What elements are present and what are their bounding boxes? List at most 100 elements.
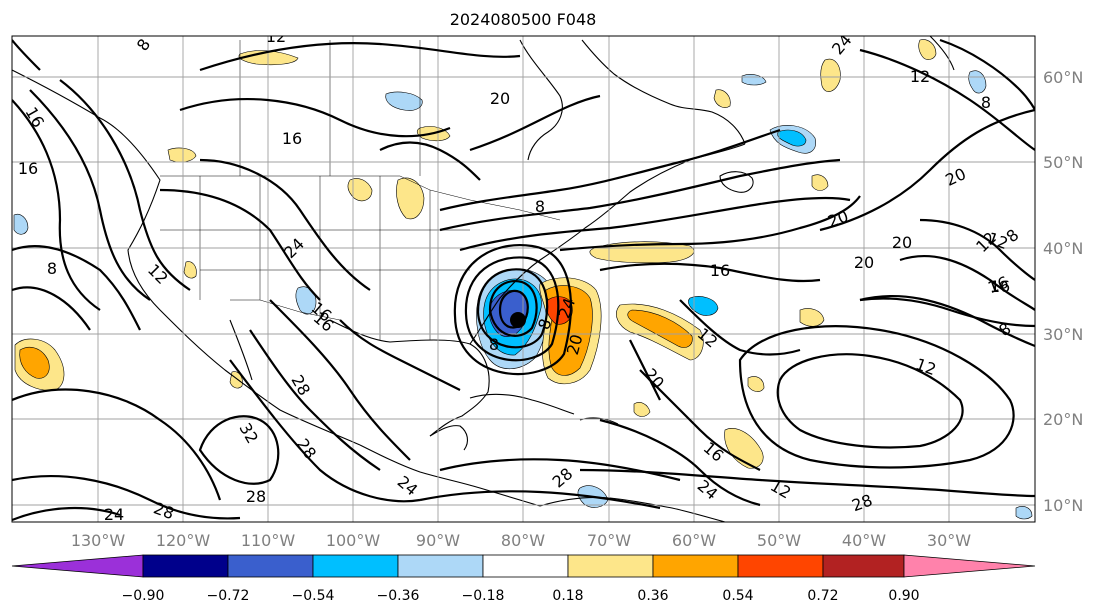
contour-label: 28 [151, 498, 177, 523]
contour-label: 16 [282, 129, 302, 148]
map-frame [11, 35, 1036, 523]
colorbar-tick-label: 0.18 [552, 588, 583, 604]
shade-orange-pacific-left [19, 347, 50, 379]
contour-caribbean-1 [439, 458, 681, 482]
colorbar-tick-label: −0.54 [292, 588, 335, 604]
shade-blue-small-west [13, 213, 29, 235]
lon-label: 110°W [241, 531, 296, 550]
coast-mexico-central [359, 444, 541, 507]
lat-label: 30°N [1043, 325, 1083, 344]
shade-blue-great-lakes [385, 91, 423, 111]
shade-yellow-small-7 [811, 174, 829, 191]
coast-hudson-bay [519, 39, 563, 161]
colorbar-extend-high [903, 554, 1036, 578]
shade-orange-atlantic-band [627, 309, 693, 348]
contour-north-12 [199, 42, 521, 72]
lon-label: 80°W [501, 531, 545, 550]
coast-newfoundland [719, 171, 754, 193]
contour-mexico-3 [229, 359, 421, 503]
lon-label: 100°W [326, 531, 381, 550]
lon-label: 40°W [842, 531, 886, 550]
contour-label: 16 [710, 261, 730, 280]
political-borders [160, 40, 561, 340]
colorbar-segment [397, 554, 484, 578]
contour-east-rings-1 [919, 218, 1035, 281]
colorbar-tick-label: −0.18 [462, 588, 505, 604]
coast-baja [229, 319, 253, 381]
lon-label: 50°W [757, 531, 801, 550]
lat-label: 40°N [1043, 239, 1083, 258]
shade-yellow-small-2 [183, 261, 197, 279]
contour-tropics-28 [579, 468, 1035, 498]
contour-label: 24 [104, 505, 124, 524]
lat-label: 10°N [1043, 496, 1083, 515]
contour-tropics-24 [599, 418, 761, 507]
contour-east-rings-2 [899, 255, 1035, 311]
coast-yucatan [429, 425, 469, 451]
contour-hurricane-5 [453, 244, 572, 375]
colorbar: −0.90 −0.72 −0.54 −0.36 −0.18 0.18 0.36 … [11, 554, 1036, 604]
border-us-canada [160, 175, 561, 221]
colorbar-tick-label: 0.90 [888, 588, 919, 604]
contour-east-16 [599, 262, 821, 283]
contour-pacific-high [198, 415, 280, 485]
colorbar-segment [822, 554, 905, 578]
lat-label: 50°N [1043, 153, 1083, 172]
colorbar-extend-low [11, 554, 144, 578]
lon-label: 130°W [71, 531, 126, 550]
contour-label: 20 [490, 89, 510, 108]
colorbar-tick-label: 0.72 [807, 588, 838, 604]
contour-hurricane-3 [476, 268, 549, 349]
contour-label: 20 [892, 233, 912, 252]
contour-gulf-1 [339, 319, 461, 391]
contour-jet-12 [439, 158, 841, 232]
lon-axis-labels: 130°W 120°W 110°W 100°W 90°W 80°W 70°W 6… [71, 531, 971, 550]
lon-label: 70°W [587, 531, 631, 550]
contour-west-1 [12, 99, 101, 311]
contour-jet-20 [559, 195, 861, 252]
map-title: 2024080500 F048 [450, 10, 597, 29]
contour-west-2 [29, 89, 151, 301]
graticule [12, 36, 1035, 522]
shade-yellow-east-atlantic [799, 308, 825, 327]
hurricane-center-marker [510, 312, 526, 328]
colorbar-segment [227, 554, 314, 578]
coast-gulf [329, 319, 490, 437]
shade-blue-far-east [968, 70, 987, 94]
contour-label: 20 [563, 332, 587, 357]
colorbar-tick-label: 0.36 [637, 588, 668, 604]
colorbar-segment [567, 554, 654, 578]
shade-yellow-plains [347, 178, 373, 202]
contour-label: 8 [981, 93, 991, 112]
contour-label: 16 [18, 159, 38, 178]
lon-label: 30°W [927, 531, 971, 550]
contour-label: 8 [535, 197, 545, 216]
shade-blue-small-9 [1015, 506, 1033, 520]
contour-hurricane-4 [464, 256, 560, 362]
colorbar-tick-label: −0.90 [122, 588, 165, 604]
coast-alaska-bc [12, 69, 361, 446]
contour-atlantic-12 [679, 299, 801, 356]
contour-hurricane-1 [498, 289, 529, 329]
contour-label: 8 [47, 259, 57, 278]
colorbar-segment [312, 554, 399, 578]
shade-yellow-gulf [396, 177, 425, 220]
contour-subtropic-high [776, 353, 964, 449]
contour-tropics-20 [639, 369, 761, 471]
shade-yellow-far-east [918, 39, 937, 60]
contour-label: 12 [266, 27, 286, 46]
contour-label: 16 [990, 277, 1010, 296]
lat-label: 60°N [1043, 68, 1083, 87]
contour-pacific-low [12, 388, 222, 501]
contour-west-6 [12, 39, 41, 71]
shade-yellow-small-4 [713, 89, 731, 108]
lon-label: 60°W [672, 531, 716, 550]
shade-sky-north-atlantic [777, 129, 807, 147]
contour-east-20 [819, 108, 1035, 232]
coast-south-america [539, 496, 726, 522]
contour-label: 12 [910, 67, 930, 86]
lon-label: 90°W [416, 531, 460, 550]
shade-blue-south-atlantic [688, 296, 719, 316]
contour-west-5 [12, 286, 91, 331]
contour-north-16 [179, 97, 451, 138]
